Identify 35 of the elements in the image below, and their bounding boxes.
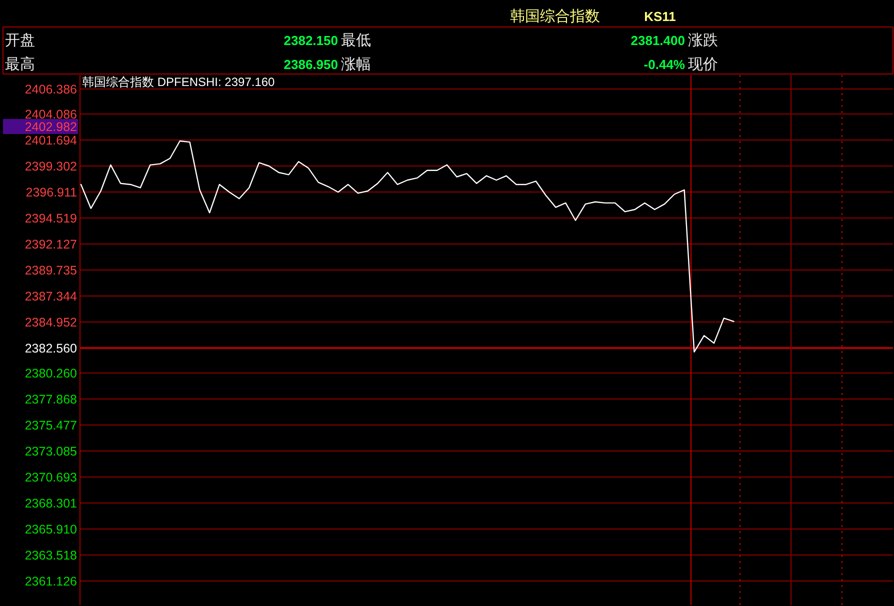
y-tick-label: 2377.868 (24, 392, 78, 406)
y-tick-label: 2361.126 (24, 574, 78, 589)
y-tick-label: 2389.735 (24, 263, 78, 278)
text: 最低 (341, 32, 371, 49)
text: 现价 (688, 56, 718, 73)
y-tick-label: 2394.519 (24, 211, 78, 226)
text: 2382.150 (284, 33, 338, 48)
y-tick-label: 2384.952 (24, 315, 78, 330)
line-series (80, 140, 734, 352)
text: 最高 (5, 56, 35, 73)
text: -0.44% (644, 57, 686, 72)
y-tick-label: 2387.344 (24, 289, 78, 304)
y-tick-label: 2404.086 (24, 107, 78, 122)
y-tick-label: 2382.560 (24, 341, 78, 356)
y-tick-label: 2373.085 (24, 444, 78, 458)
text: 2381.400 (630, 33, 685, 48)
y-tick-label: 2399.302 (24, 159, 78, 174)
y-tick-label: 2401.694 (24, 133, 78, 148)
y-tick-label: 2365.910 (24, 522, 78, 537)
text: 2402.982 (24, 120, 78, 134)
text: 涨幅 (341, 56, 371, 73)
text: 涨跌 (688, 32, 718, 49)
y-tick-label: 2375.477 (24, 418, 78, 432)
y-tick-label: 2406.386 (24, 82, 78, 96)
annotation: 韩国综合指数 DPFENSHI: 2397.160 (82, 75, 276, 89)
chart-subtitle: KS11 (644, 9, 676, 24)
y-tick-label: 2368.301 (24, 496, 78, 511)
y-tick-label: 2380.260 (24, 366, 78, 380)
y-tick-label: 2396.911 (26, 185, 78, 200)
y-tick-label: 2363.518 (24, 548, 78, 563)
y-tick-label: 2392.127 (24, 237, 78, 252)
y-tick-label: 2370.693 (24, 470, 78, 485)
text: 2386.950 (284, 57, 338, 72)
chart-title: 韩国综合指数 (510, 8, 600, 25)
text: 开盘 (5, 32, 35, 49)
